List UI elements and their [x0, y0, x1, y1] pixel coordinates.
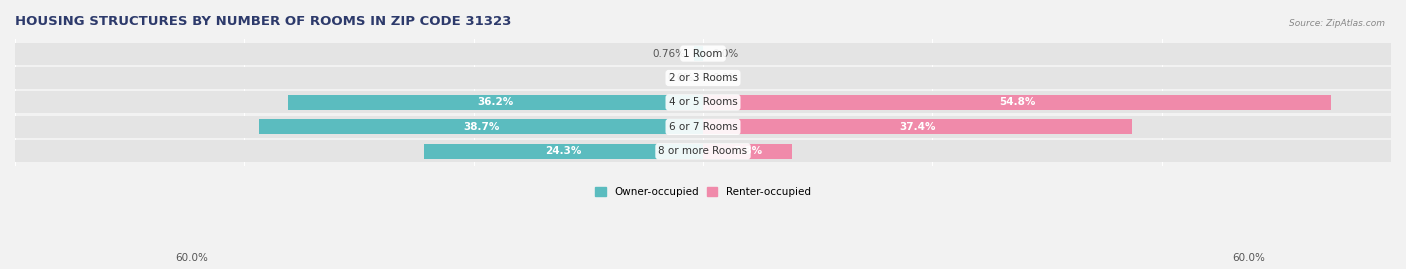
Text: 2 or 3 Rooms: 2 or 3 Rooms [669, 73, 737, 83]
Bar [425, 144, 703, 159]
Legend: Owner-occupied, Renter-occupied: Owner-occupied, Renter-occupied [591, 183, 815, 201]
Bar [15, 91, 1391, 114]
Bar [703, 95, 1331, 110]
Text: 8 or more Rooms: 8 or more Rooms [658, 146, 748, 156]
Bar [703, 144, 793, 159]
Text: 37.4%: 37.4% [900, 122, 935, 132]
Text: 7.8%: 7.8% [733, 146, 762, 156]
Bar [15, 43, 1391, 65]
Text: 0.0%: 0.0% [713, 73, 738, 83]
Text: 54.8%: 54.8% [1000, 97, 1035, 107]
Bar [695, 46, 703, 61]
Bar [15, 140, 1391, 162]
Text: HOUSING STRUCTURES BY NUMBER OF ROOMS IN ZIP CODE 31323: HOUSING STRUCTURES BY NUMBER OF ROOMS IN… [15, 15, 512, 28]
Text: 0.0%: 0.0% [668, 73, 693, 83]
Text: 38.7%: 38.7% [463, 122, 499, 132]
Text: 0.0%: 0.0% [713, 49, 738, 59]
Bar [15, 67, 1391, 89]
Text: 0.76%: 0.76% [652, 49, 685, 59]
Text: 24.3%: 24.3% [546, 146, 582, 156]
Text: Source: ZipAtlas.com: Source: ZipAtlas.com [1289, 19, 1385, 28]
Text: 6 or 7 Rooms: 6 or 7 Rooms [669, 122, 737, 132]
Bar [703, 119, 1132, 134]
Bar [15, 116, 1391, 138]
Bar [259, 119, 703, 134]
Text: 4 or 5 Rooms: 4 or 5 Rooms [669, 97, 737, 107]
Text: 36.2%: 36.2% [477, 97, 513, 107]
Bar [288, 95, 703, 110]
Text: 60.0%: 60.0% [176, 253, 208, 263]
Text: 1 Room: 1 Room [683, 49, 723, 59]
Text: 60.0%: 60.0% [1233, 253, 1265, 263]
